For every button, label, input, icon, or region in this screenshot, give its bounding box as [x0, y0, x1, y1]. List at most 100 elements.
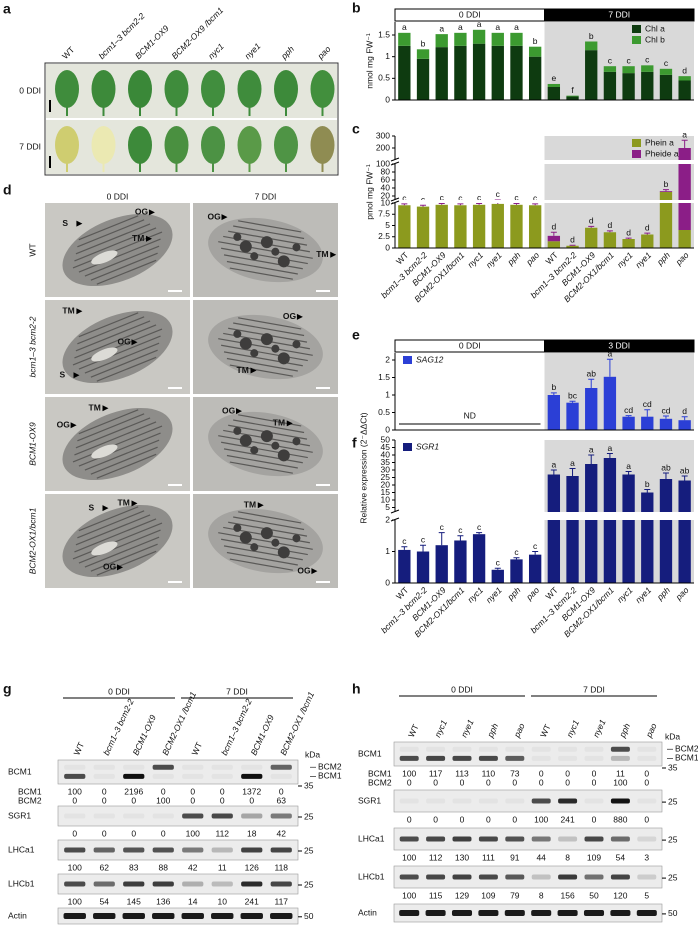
leaf [128, 70, 152, 108]
plastoglobule [277, 546, 290, 559]
leaf [164, 70, 189, 108]
bar [603, 232, 617, 248]
band [478, 798, 498, 804]
plastoglobule [271, 344, 280, 353]
bar [659, 418, 673, 430]
band [270, 881, 292, 887]
band [123, 881, 145, 887]
significance-letter: b [421, 39, 426, 49]
error-bar [606, 453, 613, 458]
annotation: TM [244, 500, 256, 510]
quant-value: 0 [592, 777, 597, 787]
thylakoid [90, 543, 158, 572]
band [478, 746, 498, 752]
bar [641, 416, 654, 430]
error-bar [401, 203, 408, 206]
thylakoid [226, 551, 298, 566]
blot-label: SGR1 [358, 795, 381, 805]
quant-value: 100 [402, 768, 416, 778]
starch [91, 541, 118, 556]
thylakoid [84, 245, 160, 277]
band [123, 773, 145, 779]
arrowhead [70, 422, 77, 429]
blot-label: Actin [8, 910, 27, 920]
thylakoid [218, 241, 313, 259]
band [558, 874, 578, 880]
bar [622, 416, 635, 430]
bar [678, 230, 691, 248]
thylakoid [238, 220, 302, 233]
blot-label: LHCb1 [358, 871, 385, 881]
band-label: BCM2 [675, 743, 698, 753]
thylakoid [74, 421, 157, 456]
arrowhead [311, 568, 318, 575]
thylakoid [72, 328, 163, 366]
band [152, 881, 174, 887]
error-bar [532, 203, 539, 206]
significance-letter: c [626, 55, 631, 65]
thylakoid [229, 461, 293, 474]
quant-value: 109 [587, 852, 601, 862]
thylakoid [84, 536, 160, 568]
quant-value: 11 [218, 862, 227, 872]
thylakoid [90, 446, 158, 475]
significance-letter: c [514, 547, 519, 557]
quant-label: BCM1 [18, 786, 42, 796]
thylakoid [75, 514, 151, 546]
arrowhead [76, 220, 83, 227]
thylakoid [221, 247, 308, 265]
period-label: 0 DDI [459, 340, 481, 350]
band [505, 755, 525, 761]
bar [585, 50, 598, 100]
bar [566, 245, 579, 248]
plastoglobule [277, 352, 290, 365]
column-label: 7 DDI [255, 191, 277, 201]
significance-letter: c [664, 58, 669, 68]
bar [435, 34, 448, 48]
period-label: 7 DDI [226, 686, 248, 696]
quant-label: BCM2 [368, 777, 392, 787]
error-bar [606, 230, 613, 233]
x-tick-label: nye1 [633, 585, 653, 605]
lane-label: pph [485, 721, 501, 739]
thylakoid [78, 506, 139, 532]
thylakoid [77, 316, 145, 345]
error-bar [513, 557, 520, 560]
bar [472, 204, 486, 248]
thylakoid [233, 322, 305, 337]
quant-value: 10 [218, 896, 228, 906]
quant-value: 2196 [124, 786, 143, 796]
band [531, 836, 551, 842]
leaf [310, 70, 335, 108]
period-label: 7 DDI [608, 9, 630, 19]
bar [510, 45, 523, 100]
significance-letter: bc [568, 391, 578, 401]
bar [641, 234, 654, 248]
period-label: 0 DDI [451, 684, 473, 694]
band [426, 746, 446, 752]
period-label: 0 DDI [459, 9, 481, 19]
y-tick-label: 1 [385, 546, 390, 556]
bar [454, 32, 467, 46]
kda-value: 25 [668, 834, 678, 844]
period-header [544, 8, 695, 22]
quant-value: 112 [215, 828, 229, 838]
band [558, 836, 578, 842]
y-axis-label: nmol mg FW⁻¹ [364, 33, 374, 89]
thylakoid [74, 518, 157, 553]
x-tick-label: nyc1 [465, 585, 485, 605]
y-tick-label: 0 [385, 94, 390, 104]
thylakoid [72, 522, 163, 560]
significance-letter: c [421, 195, 426, 205]
y-tick-label: 1 [385, 51, 390, 61]
y-tick-label: 0 [385, 242, 390, 252]
thylakoid [77, 510, 145, 539]
quant-value: 156 [561, 890, 575, 900]
x-tick-label: pao [673, 250, 691, 268]
thylakoid [96, 453, 157, 479]
band [452, 874, 472, 880]
thylakoid [238, 511, 302, 524]
significance-letter: b [589, 31, 594, 41]
